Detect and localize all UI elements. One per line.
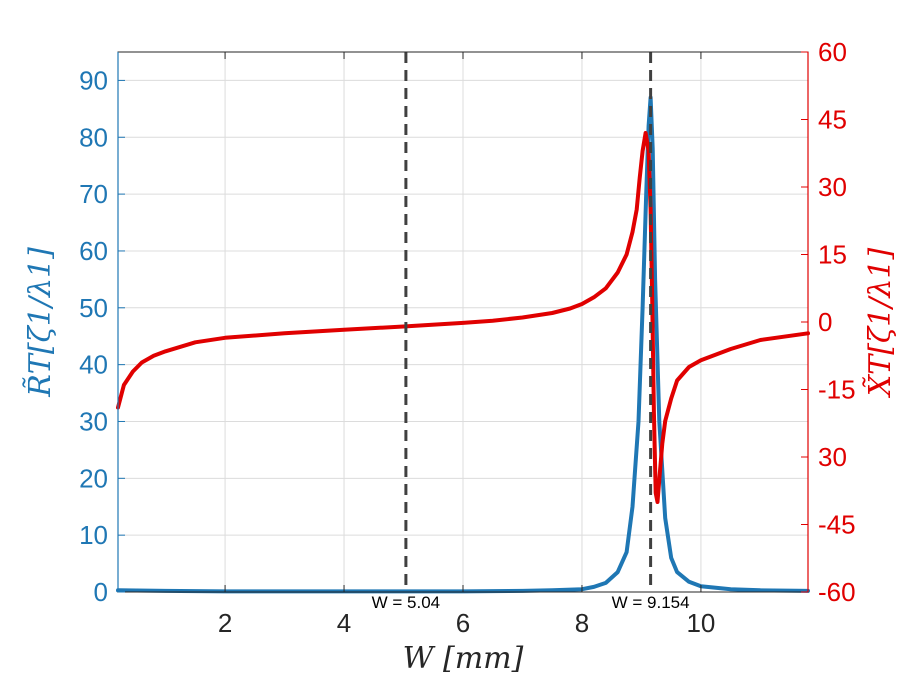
y-left-tick-label: 80 bbox=[79, 122, 108, 152]
y-right-tick-label: -15 bbox=[818, 375, 856, 405]
y-left-tick-label: 90 bbox=[79, 65, 108, 95]
x-tick-label: 10 bbox=[686, 608, 715, 638]
y-left-tick-label: 70 bbox=[79, 179, 108, 209]
x-axis-label: W [mm] bbox=[403, 641, 524, 676]
x-tick-label: 8 bbox=[575, 608, 589, 638]
x-tick-label: 6 bbox=[456, 608, 470, 638]
reference-line-label: W = 5.04 bbox=[372, 593, 441, 612]
series-layer bbox=[116, 95, 810, 594]
series-line-right bbox=[116, 131, 810, 504]
y-right-tick-label: 60 bbox=[818, 37, 847, 67]
reference-line-label: W = 9.154 bbox=[612, 593, 690, 612]
y-right-tick-label: -45 bbox=[818, 510, 856, 540]
y-left-tick-label: 40 bbox=[79, 350, 108, 380]
y-right-tick-label: 30 bbox=[818, 172, 847, 202]
y-right-axis-label: X̃T[ζ1/λ1] bbox=[863, 248, 898, 399]
y-left-tick-label: 10 bbox=[79, 520, 108, 550]
y-left-axis-label: R̃T[ζ1/λ1] bbox=[23, 247, 58, 398]
y-right-tick-label: 45 bbox=[818, 105, 847, 135]
y-left-tick-label: 50 bbox=[79, 293, 108, 323]
y-left-tick-label: 20 bbox=[79, 463, 108, 493]
y-right-tick-label: -60 bbox=[818, 577, 856, 607]
axis-labels: W [mm] R̃T[ζ1/λ1] X̃T[ζ1/λ1] bbox=[23, 247, 898, 676]
x-tick-label: 2 bbox=[218, 608, 232, 638]
x-tick-label: 4 bbox=[337, 608, 351, 638]
reference-lines: W = 5.04 W = 9.154 bbox=[372, 52, 690, 612]
y-left-tick-label: 30 bbox=[79, 406, 108, 436]
tick-layer: 2 4 6 8 10 0 10 20 30 40 50 60 70 80 90 -60 -45 30 -15 0 15 3… bbox=[79, 37, 856, 638]
y-left-tick-label: 60 bbox=[79, 236, 108, 266]
y-right-tick-label: 30 bbox=[818, 442, 847, 472]
y-left-tick-label: 0 bbox=[94, 577, 108, 607]
series-line-left bbox=[116, 95, 810, 594]
y-right-tick-label: 15 bbox=[818, 240, 847, 270]
y-right-tick-label: 0 bbox=[818, 307, 832, 337]
